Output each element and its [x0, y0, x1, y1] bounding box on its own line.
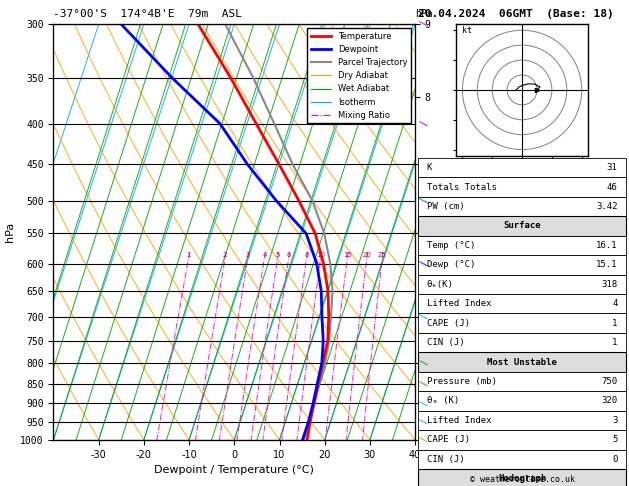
Text: 15: 15 [343, 252, 352, 258]
Text: \: \ [420, 196, 430, 206]
Text: 5: 5 [612, 435, 618, 444]
Text: \: \ [420, 399, 430, 408]
Text: 4: 4 [262, 252, 267, 258]
Text: 1: 1 [186, 252, 191, 258]
Text: 2: 2 [223, 252, 227, 258]
Text: 750: 750 [601, 377, 618, 386]
Text: 8: 8 [304, 252, 309, 258]
Legend: Temperature, Dewpoint, Parcel Trajectory, Dry Adiabat, Wet Adiabat, Isotherm, Mi: Temperature, Dewpoint, Parcel Trajectory… [307, 29, 411, 123]
Text: 20: 20 [362, 252, 371, 258]
Text: Dewp (°C): Dewp (°C) [426, 260, 475, 269]
Text: 1: 1 [612, 338, 618, 347]
Text: \: \ [420, 19, 430, 29]
Text: 15.1: 15.1 [596, 260, 618, 269]
Text: CIN (J): CIN (J) [426, 338, 464, 347]
Text: CAPE (J): CAPE (J) [426, 435, 470, 444]
Text: Lifted Index: Lifted Index [426, 416, 491, 425]
Text: 46: 46 [607, 183, 618, 191]
Text: © weatheronline.co.uk: © weatheronline.co.uk [470, 474, 574, 484]
Text: 3: 3 [612, 416, 618, 425]
Text: θₑ (K): θₑ (K) [426, 397, 459, 405]
Y-axis label: Mixing Ratio (g/kg): Mixing Ratio (g/kg) [443, 186, 453, 278]
Text: 318: 318 [601, 280, 618, 289]
Text: θₑ(K): θₑ(K) [426, 280, 454, 289]
Text: PW (cm): PW (cm) [426, 202, 464, 211]
Text: Temp (°C): Temp (°C) [426, 241, 475, 250]
Text: \: \ [420, 312, 430, 322]
Text: Hodograph: Hodograph [498, 474, 546, 483]
Text: 10: 10 [316, 252, 325, 258]
Text: 31: 31 [607, 163, 618, 172]
Text: 6: 6 [286, 252, 291, 258]
Text: CIN (J): CIN (J) [426, 455, 464, 464]
Text: hPa: hPa [415, 9, 433, 19]
Text: \: \ [420, 358, 430, 368]
Text: -37°00'S  174°4B'E  79m  ASL: -37°00'S 174°4B'E 79m ASL [53, 9, 242, 19]
Text: CAPE (J): CAPE (J) [426, 319, 470, 328]
Text: 320: 320 [601, 397, 618, 405]
Text: 20.04.2024  06GMT  (Base: 18): 20.04.2024 06GMT (Base: 18) [418, 9, 614, 19]
Text: \: \ [420, 417, 430, 427]
Text: Pressure (mb): Pressure (mb) [426, 377, 496, 386]
Text: Surface: Surface [503, 222, 541, 230]
Text: 25: 25 [378, 252, 387, 258]
Text: 5: 5 [276, 252, 280, 258]
Text: 0: 0 [612, 455, 618, 464]
Text: 16.1: 16.1 [596, 241, 618, 250]
Y-axis label: hPa: hPa [4, 222, 14, 242]
Text: \: \ [420, 119, 430, 128]
Text: kt: kt [462, 26, 472, 35]
Text: Totals Totals: Totals Totals [426, 183, 496, 191]
Text: \: \ [420, 379, 430, 389]
Text: Most Unstable: Most Unstable [487, 358, 557, 366]
Text: 3.42: 3.42 [596, 202, 618, 211]
Text: Lifted Index: Lifted Index [426, 299, 491, 308]
Text: 3: 3 [245, 252, 250, 258]
Text: K: K [426, 163, 432, 172]
Text: 4: 4 [612, 299, 618, 308]
X-axis label: Dewpoint / Temperature (°C): Dewpoint / Temperature (°C) [154, 465, 314, 475]
Y-axis label: km
ASL: km ASL [459, 232, 477, 254]
Text: 1: 1 [612, 319, 618, 328]
Text: \: \ [420, 435, 430, 445]
Text: \: \ [420, 259, 430, 268]
